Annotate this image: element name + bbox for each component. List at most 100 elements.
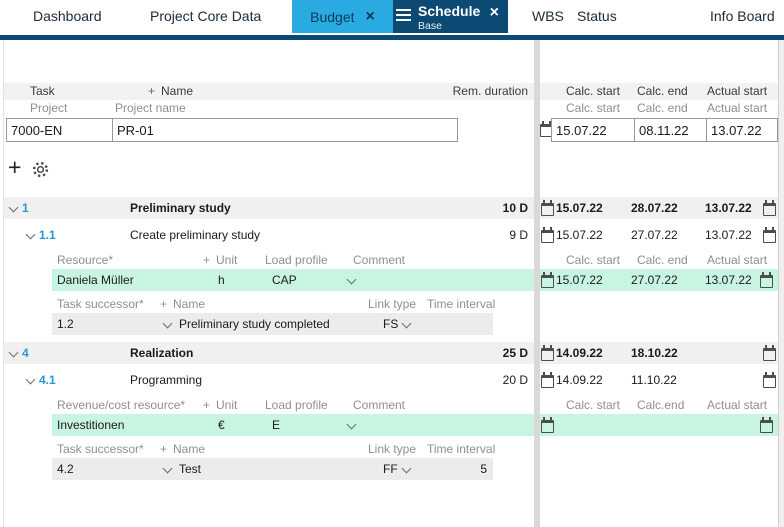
col-actual-start[interactable]: Actual start	[707, 84, 768, 98]
successor-row[interactable]: 1.2 Preliminary study completed FS	[0, 313, 784, 335]
task-rem-duration: 25 D	[502, 346, 528, 360]
resource-calc-start: 15.07.22	[556, 273, 603, 287]
col-name: Name	[173, 297, 206, 311]
task-number[interactable]: 4.1	[39, 373, 56, 387]
col-rem-duration[interactable]: Rem. duration	[452, 84, 528, 98]
calendar-icon[interactable]	[541, 372, 554, 388]
task-number[interactable]: 1.1	[39, 228, 56, 242]
col-calc-start: Calc. start	[566, 253, 621, 267]
tab-info-board[interactable]: Info Board	[710, 8, 775, 24]
successor-name: Preliminary study completed	[179, 317, 330, 331]
resource-name[interactable]: Investitionen	[57, 418, 125, 432]
project-id-input[interactable]	[6, 118, 113, 142]
label-calc-start: Calc. start	[566, 101, 621, 115]
chevron-down-icon[interactable]	[25, 229, 36, 240]
col-calc-start: Calc. start	[566, 398, 621, 412]
link-type-select[interactable]: FF	[383, 462, 398, 476]
col-task-successor: Task successor*	[57, 297, 144, 311]
task-rem-duration: 9 D	[509, 228, 528, 242]
panel-divider[interactable]	[534, 40, 540, 527]
calendar-icon[interactable]	[763, 372, 776, 388]
tab-schedule-sublabel: Base	[418, 20, 442, 32]
active-tab-underline	[0, 35, 784, 40]
task-name[interactable]: Create preliminary study	[130, 228, 261, 242]
project-calc-end-input[interactable]	[634, 118, 707, 142]
task-calc-start: 15.07.22	[556, 201, 603, 215]
calendar-icon[interactable]	[763, 227, 776, 243]
resource-unit[interactable]: h	[218, 273, 225, 287]
col-calc-end[interactable]: Calc. end	[637, 84, 688, 98]
task-number[interactable]: 1	[22, 201, 29, 215]
project-calc-start-input[interactable]	[551, 118, 635, 142]
calendar-icon[interactable]	[541, 417, 554, 433]
task-row-4[interactable]: 4 Realization 25 D 14.09.22 18.10.22	[0, 342, 784, 364]
tab-budget-label: Budget	[310, 8, 355, 25]
col-actual-start: Actual start	[707, 398, 768, 412]
tab-wbs[interactable]: WBS	[532, 8, 564, 24]
successor-row[interactable]: 4.2 Test FF 5	[0, 458, 784, 480]
successor-header-row: Task successor* + Name Link type Time in…	[0, 296, 784, 312]
calendar-icon[interactable]	[760, 272, 773, 288]
col-calc-end: Calc. end	[637, 253, 688, 267]
add-successor-icon[interactable]: +	[160, 442, 168, 456]
tab-project-core-data[interactable]: Project Core Data	[150, 8, 262, 24]
panel-left-border	[3, 40, 4, 527]
col-revenue-cost-resource: Revenue/cost resource*	[57, 398, 186, 412]
task-row-1-1[interactable]: 1.1 Create preliminary study 9 D 15.07.2…	[0, 224, 784, 246]
chevron-down-icon[interactable]	[25, 374, 36, 385]
calendar-icon[interactable]	[541, 345, 554, 361]
col-unit: Unit	[216, 398, 238, 412]
col-load-profile: Load profile	[265, 398, 328, 412]
scrollbar[interactable]	[778, 40, 784, 527]
task-name[interactable]: Programming	[130, 373, 203, 387]
project-name-input[interactable]	[112, 118, 458, 142]
task-number[interactable]: 4	[22, 346, 29, 360]
successor-task-select[interactable]: 1.2	[57, 317, 74, 331]
resource-row[interactable]: Daniela Müller h CAP 15.07.22 27.07.22 1…	[0, 269, 784, 291]
successor-header-row: Task successor* + Name Link type Time in…	[0, 441, 784, 457]
col-time-interval: Time interval	[427, 297, 496, 311]
add-successor-icon[interactable]: +	[160, 297, 168, 311]
gear-icon[interactable]	[31, 160, 50, 184]
col-name[interactable]: Name	[161, 84, 194, 98]
project-actual-start-input[interactable]	[706, 118, 778, 142]
close-icon[interactable]: ×	[365, 7, 375, 25]
task-calc-start: 15.07.22	[556, 228, 603, 242]
close-icon[interactable]: ×	[489, 4, 499, 21]
col-comment: Comment	[353, 398, 406, 412]
calendar-icon[interactable]	[541, 200, 554, 216]
task-name[interactable]: Preliminary study	[130, 201, 231, 215]
task-row-1[interactable]: 1 Preliminary study 10 D 15.07.22 28.07.…	[0, 197, 784, 219]
add-task-button[interactable]: +	[8, 154, 22, 180]
col-task[interactable]: Task	[30, 84, 55, 98]
col-calc-start[interactable]: Calc. start	[566, 84, 621, 98]
calendar-icon[interactable]	[541, 272, 554, 288]
task-calc-end: 28.07.22	[631, 201, 678, 215]
tab-status[interactable]: Status	[577, 8, 617, 24]
load-profile-value[interactable]: CAP	[272, 273, 297, 287]
add-resource-icon[interactable]: +	[203, 398, 211, 412]
add-resource-icon[interactable]: +	[203, 253, 211, 267]
revenue-resource-header-row: Revenue/cost resource* + Unit Load profi…	[0, 397, 784, 413]
calendar-icon[interactable]	[763, 200, 776, 216]
col-resource: Resource*	[57, 253, 114, 267]
resource-unit[interactable]: €	[218, 418, 225, 432]
tab-dashboard[interactable]: Dashboard	[33, 8, 102, 24]
col-unit: Unit	[216, 253, 238, 267]
tab-budget[interactable]: Budget ×	[292, 0, 393, 33]
link-type-select[interactable]: FS	[383, 317, 399, 331]
task-row-4-1[interactable]: 4.1 Programming 20 D 14.09.22 11.10.22	[0, 369, 784, 391]
hamburger-icon[interactable]	[396, 9, 411, 22]
calendar-icon[interactable]	[763, 345, 776, 361]
resource-row[interactable]: Investitionen € E	[0, 414, 784, 436]
time-interval-value[interactable]: 5	[480, 462, 487, 476]
calendar-icon[interactable]	[760, 417, 773, 433]
add-column-icon[interactable]: +	[148, 84, 156, 98]
calendar-icon[interactable]	[541, 227, 554, 243]
task-name[interactable]: Realization	[130, 346, 194, 360]
resource-calc-end: 27.07.22	[631, 273, 678, 287]
resource-name[interactable]: Daniela Müller	[57, 273, 134, 287]
successor-task-select[interactable]: 4.2	[57, 462, 74, 476]
tab-schedule[interactable]: Schedule × Base	[393, 0, 508, 33]
load-profile-value[interactable]: E	[272, 418, 281, 432]
